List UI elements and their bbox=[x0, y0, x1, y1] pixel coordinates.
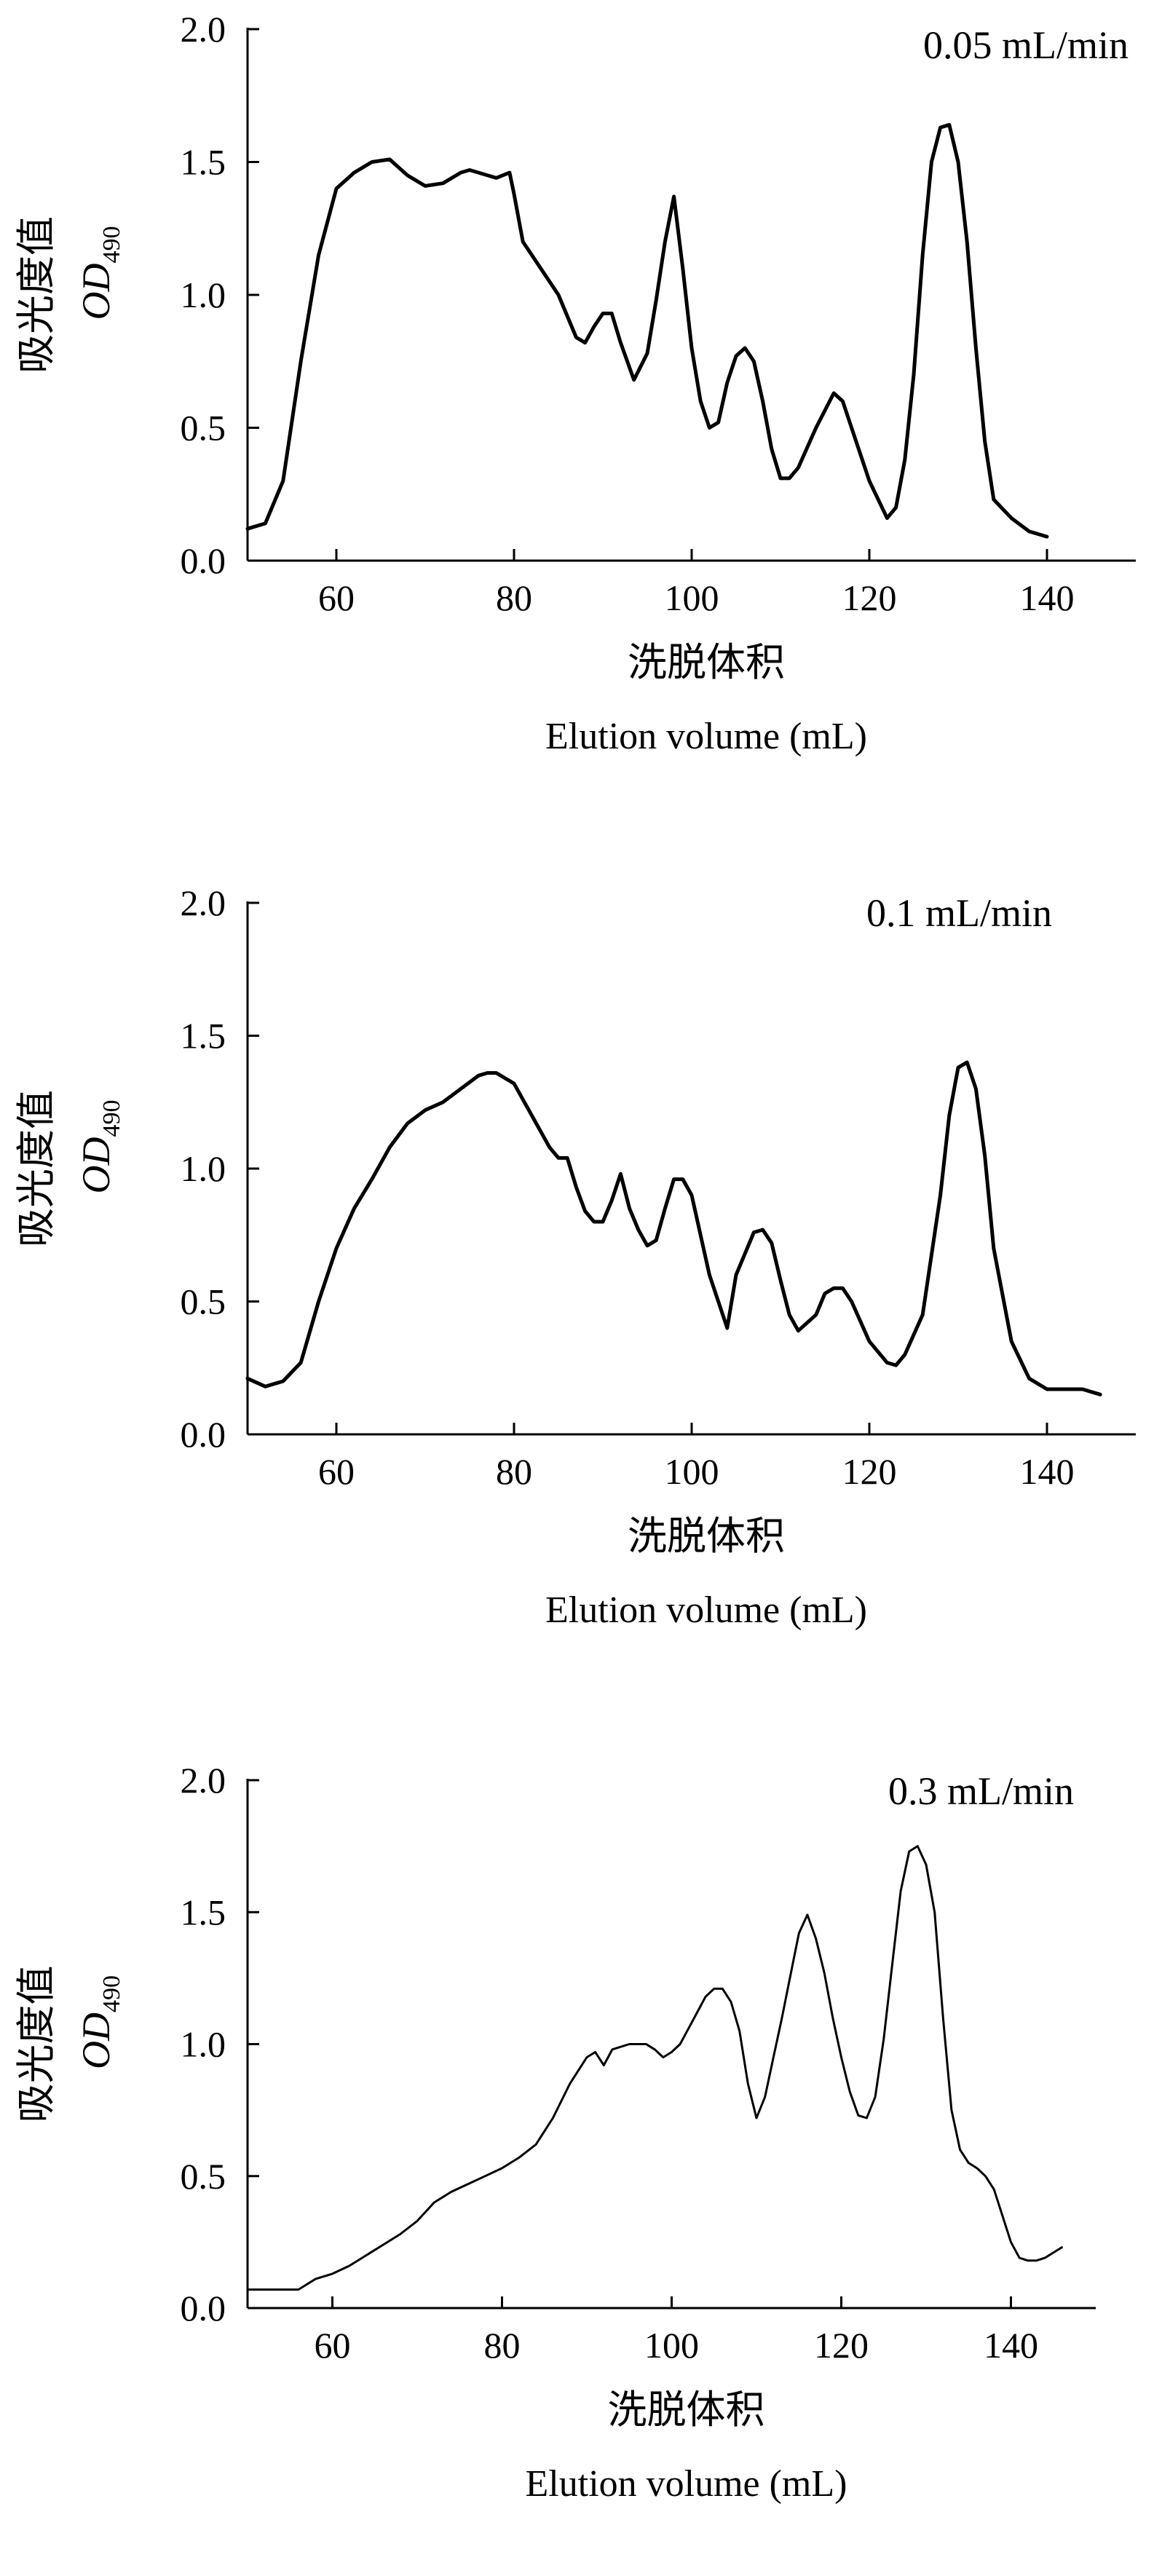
x-axis-title: Elution volume (mL) bbox=[545, 716, 867, 757]
x-axis-title-cn: 洗脱体积 bbox=[628, 1513, 785, 1559]
x-tick-label: 120 bbox=[842, 1451, 897, 1492]
y-axis-title-subscript: 490 bbox=[98, 226, 125, 264]
x-axis-title-cn: 洗脱体积 bbox=[628, 639, 785, 685]
y-tick-label: 0.0 bbox=[181, 1414, 226, 1455]
y-tick-label: 0.5 bbox=[181, 408, 226, 449]
x-axis-title: Elution volume (mL) bbox=[545, 1589, 867, 1631]
flow-rate-label: 0.05 mL/min bbox=[923, 23, 1129, 67]
y-tick-label: 0.0 bbox=[181, 540, 226, 581]
y-axis-title-cn: 吸光度值 bbox=[13, 1966, 59, 2123]
y-tick-label: 1.5 bbox=[181, 142, 226, 183]
y-tick-label: 1.0 bbox=[181, 274, 226, 315]
chart-panel-2: 0.0 0.5 1.0 1.5 2.0 60 80 100 120 140 0.1 mL/min 洗脱… bbox=[13, 882, 1136, 1631]
y-axis-title-cn: 吸光度值 bbox=[13, 216, 59, 374]
y-axis-title-cn: 吸光度值 bbox=[13, 1090, 59, 1247]
x-tick-label: 100 bbox=[665, 577, 719, 618]
y-axis-title: OD490 bbox=[74, 1100, 125, 1194]
x-tick-label: 100 bbox=[644, 2325, 699, 2366]
y-axis-title-subscript: 490 bbox=[98, 1975, 125, 2012]
flow-rate-label: 0.1 mL/min bbox=[866, 891, 1052, 935]
y-axis-title-main: OD bbox=[74, 264, 118, 320]
x-tick-label: 60 bbox=[318, 577, 355, 618]
y-axis-title-main: OD bbox=[74, 2012, 118, 2069]
x-tick-label: 120 bbox=[814, 2325, 869, 2366]
y-tick-label: 1.0 bbox=[181, 1148, 226, 1189]
y-tick-label: 2.0 bbox=[181, 1760, 226, 1801]
x-tick-label: 140 bbox=[1020, 1451, 1075, 1492]
series-line bbox=[245, 1060, 1102, 1396]
x-tick-label: 60 bbox=[318, 1451, 355, 1492]
x-tick-label: 60 bbox=[315, 2325, 351, 2366]
x-tick-label: 80 bbox=[496, 1451, 532, 1492]
chart-panel-3: 0.0 0.5 1.0 1.5 2.0 60 80 100 120 140 0.3 mL/min 洗脱… bbox=[13, 1760, 1096, 2505]
series-line bbox=[245, 122, 1049, 539]
chart-panel-1: 0.0 0.5 1.0 1.5 2.0 60 80 100 120 140 0.05 mL/min 洗… bbox=[13, 9, 1136, 757]
y-axis-title: OD490 bbox=[74, 226, 125, 320]
y-tick-label: 0.5 bbox=[181, 2156, 226, 2197]
flow-rate-label: 0.3 mL/min bbox=[888, 1769, 1074, 1813]
x-tick-label: 140 bbox=[984, 2325, 1038, 2366]
y-tick-label: 1.0 bbox=[181, 2024, 226, 2065]
x-tick-label: 140 bbox=[1020, 577, 1075, 618]
series-line bbox=[246, 1845, 1063, 2291]
x-axis-title: Elution volume (mL) bbox=[526, 2463, 847, 2505]
y-axis-title-main: OD bbox=[74, 1137, 118, 1194]
y-tick-label: 0.0 bbox=[181, 2288, 226, 2328]
x-axis-title-cn: 洗脱体积 bbox=[608, 2387, 765, 2433]
x-tick-label: 80 bbox=[484, 2325, 521, 2366]
y-axis-title: OD490 bbox=[74, 1975, 125, 2069]
x-tick-label: 80 bbox=[496, 577, 532, 618]
y-tick-label: 1.5 bbox=[181, 1016, 226, 1056]
y-tick-label: 0.5 bbox=[181, 1281, 226, 1322]
y-tick-label: 2.0 bbox=[181, 882, 226, 923]
y-tick-label: 2.0 bbox=[181, 9, 226, 50]
x-tick-label: 100 bbox=[665, 1451, 719, 1492]
y-tick-label: 1.5 bbox=[181, 1892, 226, 1932]
y-axis-title-subscript: 490 bbox=[98, 1100, 125, 1137]
x-tick-label: 120 bbox=[842, 577, 897, 618]
